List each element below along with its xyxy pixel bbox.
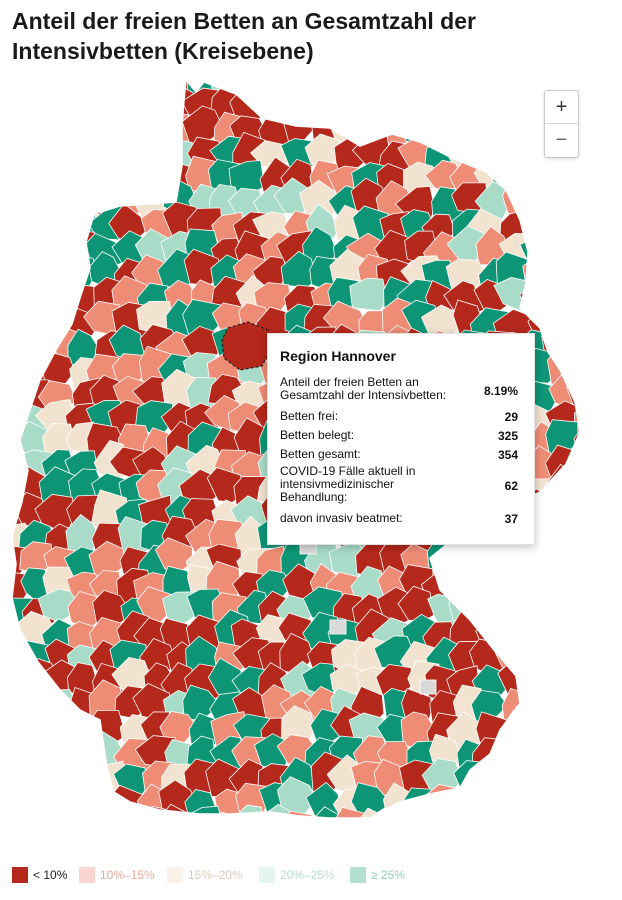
- tooltip-row-value: 325: [497, 429, 518, 443]
- tooltip-row-label: Betten frei:: [280, 409, 339, 423]
- region-tooltip: Region Hannover Anteil der freien Betten…: [267, 333, 535, 545]
- tooltip-row-label: Betten belegt:: [280, 428, 355, 442]
- district-region[interactable]: [276, 810, 313, 850]
- legend-swatch: [12, 867, 28, 883]
- tooltip-row-value: 8.19%: [483, 384, 518, 398]
- legend-swatch: [79, 867, 95, 883]
- legend-label: 15%–20%: [188, 868, 243, 882]
- tooltip-row: Betten gesamt: 354: [280, 447, 518, 463]
- district-region[interactable]: [350, 782, 392, 819]
- map-area[interactable]: [0, 70, 622, 860]
- tooltip-row-label: davon invasiv beatmet:: [280, 511, 403, 525]
- tooltip-row: Betten belegt: 325: [280, 428, 518, 444]
- tooltip-row-label: Anteil der freien Betten an Gesamtzahl d…: [280, 375, 447, 402]
- legend-swatch: [350, 867, 366, 883]
- tooltip-row-label: COVID-19 Fälle aktuell in intensivmedizi…: [280, 464, 416, 504]
- legend-swatch: [167, 867, 183, 883]
- legend-label: 10%–15%: [100, 868, 155, 882]
- tooltip-row: Betten frei: 29: [280, 409, 518, 425]
- legend-swatch: [259, 867, 275, 883]
- zoom-control: + −: [544, 90, 579, 158]
- chart-title: Anteil der freien Betten an Gesamtzahl d…: [12, 8, 476, 64]
- legend-label: 20%–25%: [280, 868, 335, 882]
- district-region-no-data[interactable]: [419, 679, 437, 695]
- tooltip-row-label: Betten gesamt:: [280, 447, 361, 461]
- tooltip-row-value: 37: [504, 512, 518, 526]
- tooltip-row-value: 354: [497, 448, 518, 462]
- legend-label: < 10%: [33, 868, 68, 882]
- tooltip-row: Anteil der freien Betten an Gesamtzahl d…: [280, 376, 518, 402]
- tooltip-row-value: 62: [504, 479, 518, 493]
- zoom-out-button[interactable]: −: [545, 123, 578, 156]
- legend-label: ≥ 25%: [371, 868, 405, 882]
- tooltip-row: COVID-19 Fälle aktuell in intensivmedizi…: [280, 465, 518, 504]
- district-region[interactable]: [573, 398, 608, 436]
- region-hannover-highlight[interactable]: [221, 321, 273, 371]
- tooltip-region-name: Region Hannover: [280, 348, 396, 364]
- district-region[interactable]: [573, 422, 613, 461]
- tooltip-row-value: 29: [504, 410, 518, 424]
- germany-map[interactable]: [0, 70, 622, 860]
- tooltip-row: davon invasiv beatmet: 37: [280, 511, 518, 527]
- zoom-in-button[interactable]: +: [555, 96, 568, 118]
- district-region-no-data[interactable]: [329, 619, 347, 635]
